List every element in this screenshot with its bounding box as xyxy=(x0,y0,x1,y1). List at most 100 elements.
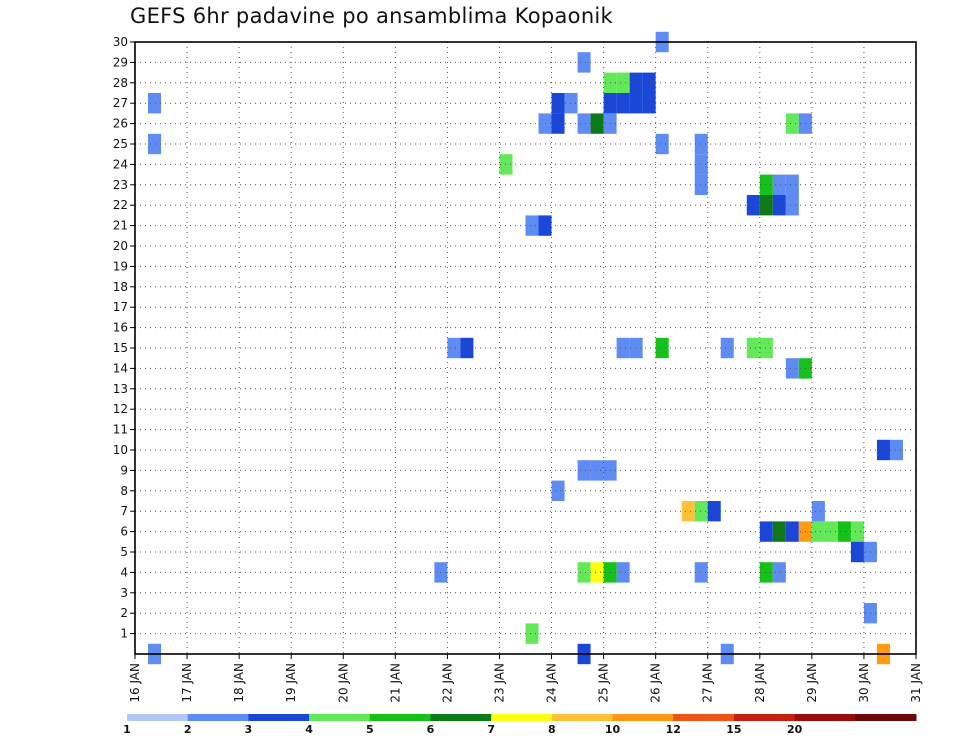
y-tick-label-11: 11 xyxy=(113,423,128,437)
x-tick-label-9: 25 JAN xyxy=(597,663,611,703)
legend-swatch-0 xyxy=(127,714,189,721)
data-cell-62 xyxy=(785,195,799,216)
legend-label-12: 12 xyxy=(666,723,681,736)
data-cell-2 xyxy=(148,93,162,114)
data-cell-73 xyxy=(850,541,864,563)
x-tick-label-5: 21 JAN xyxy=(388,663,402,703)
y-tick-label-19: 19 xyxy=(113,259,128,273)
data-cell-69 xyxy=(811,501,825,522)
y-tick-label-23: 23 xyxy=(113,178,128,192)
legend-swatch-7 xyxy=(551,714,614,721)
data-cell-57 xyxy=(772,562,786,583)
x-tick-label-0: 16 JAN xyxy=(128,663,142,703)
data-cell-48 xyxy=(720,337,734,359)
legend-swatch-9 xyxy=(673,714,735,721)
data-cell-59 xyxy=(772,174,786,195)
data-cell-16 xyxy=(577,562,591,583)
data-cell-14 xyxy=(564,93,578,114)
data-cell-77 xyxy=(876,439,890,461)
legend-label-10: 10 xyxy=(605,723,621,736)
x-tick-label-13: 29 JAN xyxy=(805,663,819,703)
y-tick-label-20: 20 xyxy=(113,239,128,253)
legend-swatch-6 xyxy=(491,714,553,721)
legend-label-15: 15 xyxy=(726,723,741,736)
data-cell-8 xyxy=(525,215,539,236)
data-cell-42 xyxy=(694,562,708,583)
y-tick-label-2: 2 xyxy=(120,606,128,620)
data-cell-54 xyxy=(759,195,773,216)
x-tick-label-11: 27 JAN xyxy=(701,663,715,703)
legend-label-4: 4 xyxy=(305,723,313,736)
data-cell-46 xyxy=(707,501,721,522)
data-cell-34 xyxy=(629,72,643,93)
data-cell-45 xyxy=(694,133,708,155)
data-cell-50 xyxy=(746,195,760,216)
legend-label-1: 1 xyxy=(123,723,131,736)
data-cell-64 xyxy=(785,113,799,134)
data-cell-56 xyxy=(772,521,786,542)
x-tick-label-2: 18 JAN xyxy=(232,663,246,703)
data-cell-41 xyxy=(694,501,708,522)
legend-swatch-2 xyxy=(248,714,310,721)
data-cell-52 xyxy=(759,521,773,542)
legend-swatch-5 xyxy=(430,714,492,721)
x-tick-label-10: 26 JAN xyxy=(649,663,663,703)
y-tick-label-8: 8 xyxy=(120,484,128,498)
data-cell-38 xyxy=(655,133,669,155)
legend-swatch-8 xyxy=(612,714,674,721)
y-tick-label-21: 21 xyxy=(113,219,128,233)
y-tick-label-1: 1 xyxy=(120,627,128,641)
data-cell-5 xyxy=(460,337,474,359)
y-tick-label-27: 27 xyxy=(113,96,128,110)
legend-label-2: 2 xyxy=(184,723,192,736)
data-cell-35 xyxy=(642,93,656,114)
data-cell-55 xyxy=(759,174,773,195)
x-tick-label-12: 28 JAN xyxy=(753,663,767,703)
data-cell-71 xyxy=(837,521,851,542)
y-tick-label-17: 17 xyxy=(113,300,128,314)
y-tick-label-15: 15 xyxy=(113,341,128,355)
legend-label-7: 7 xyxy=(487,723,495,736)
data-cell-37 xyxy=(655,337,669,359)
x-tick-label-1: 17 JAN xyxy=(180,663,194,703)
y-tick-label-29: 29 xyxy=(113,55,128,69)
data-cell-29 xyxy=(616,337,630,359)
x-tick-label-6: 22 JAN xyxy=(440,663,454,703)
y-tick-label-24: 24 xyxy=(113,157,128,171)
y-tick-label-13: 13 xyxy=(113,382,128,396)
data-cell-36 xyxy=(642,72,656,93)
y-tick-label-7: 7 xyxy=(120,504,128,518)
y-tick-label-10: 10 xyxy=(113,443,128,457)
x-tick-label-14: 30 JAN xyxy=(857,663,871,703)
data-cell-7 xyxy=(525,623,539,644)
legend-label-8: 8 xyxy=(548,723,556,736)
x-tick-label-3: 19 JAN xyxy=(284,663,298,703)
data-cell-72 xyxy=(850,521,864,542)
data-cell-78 xyxy=(889,439,903,461)
y-tick-label-6: 6 xyxy=(120,525,128,539)
data-cell-51 xyxy=(759,337,773,359)
x-tick-label-15: 31 JAN xyxy=(909,663,923,703)
y-tick-label-28: 28 xyxy=(113,76,128,90)
y-tick-label-4: 4 xyxy=(120,565,128,579)
data-cell-68 xyxy=(811,521,825,542)
data-cell-19 xyxy=(577,52,591,73)
y-tick-label-25: 25 xyxy=(113,137,128,151)
data-cell-31 xyxy=(616,72,630,93)
x-tick-label-4: 20 JAN xyxy=(336,663,350,703)
x-tick-label-7: 23 JAN xyxy=(492,663,506,703)
data-cell-18 xyxy=(577,113,591,134)
data-cell-70 xyxy=(824,521,838,542)
y-tick-label-16: 16 xyxy=(113,321,128,335)
y-tick-label-22: 22 xyxy=(113,198,128,212)
data-cell-28 xyxy=(616,562,630,583)
legend-label-6: 6 xyxy=(427,723,435,736)
data-cell-21 xyxy=(590,460,604,481)
data-cell-61 xyxy=(785,358,799,379)
legend-label-20: 20 xyxy=(787,723,803,736)
data-cell-4 xyxy=(447,337,461,359)
y-tick-label-5: 5 xyxy=(120,545,128,559)
data-cell-20 xyxy=(590,562,604,583)
data-cell-53 xyxy=(759,562,773,583)
